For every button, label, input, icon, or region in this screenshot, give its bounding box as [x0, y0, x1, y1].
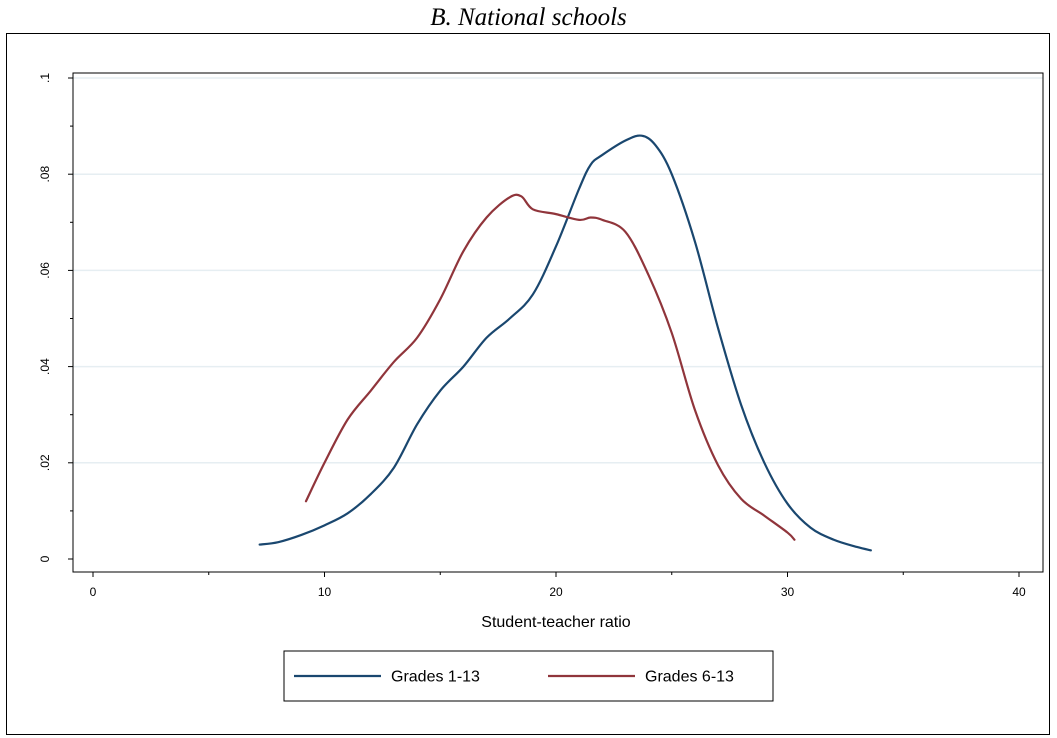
- y-tick-label: .06: [38, 262, 52, 279]
- y-tick-label: .08: [38, 166, 52, 183]
- x-tick-label: 10: [318, 585, 332, 599]
- series-layer: [258, 134, 872, 552]
- axis-layer: 0 .02 .04 .06 .08 .1 0 10 20 30 40: [38, 73, 1026, 599]
- legend: Grades 1-13 Grades 6-13: [283, 650, 774, 702]
- x-tick-label: 20: [549, 585, 563, 599]
- y-tick-label: .1: [38, 73, 52, 83]
- chart-title: B. National schools: [430, 4, 627, 31]
- x-tick-label: 30: [781, 585, 795, 599]
- grid-layer: [73, 77, 1043, 464]
- x-tick-label: 40: [1012, 585, 1026, 599]
- plot-area: [72, 72, 1044, 573]
- series-line-2: [304, 193, 796, 541]
- y-tick-label: .04: [38, 358, 52, 375]
- x-tick-label: 0: [90, 585, 97, 599]
- chart-frame: 0 .02 .04 .06 .08 .1 0 10 20 30 40 Student-teacher…: [6, 33, 1050, 735]
- legend-label-1: Grades 1-13: [391, 669, 480, 686]
- legend-label-2: Grades 6-13: [645, 669, 734, 686]
- x-axis-title: Student-teacher ratio: [481, 614, 631, 631]
- chart-svg: 0 .02 .04 .06 .08 .1 0 10 20 30 40 Student-teacher…: [38, 72, 1044, 702]
- y-tick-label: .02: [38, 454, 52, 471]
- series-line-1: [258, 134, 872, 552]
- y-tick-label: 0: [38, 555, 52, 562]
